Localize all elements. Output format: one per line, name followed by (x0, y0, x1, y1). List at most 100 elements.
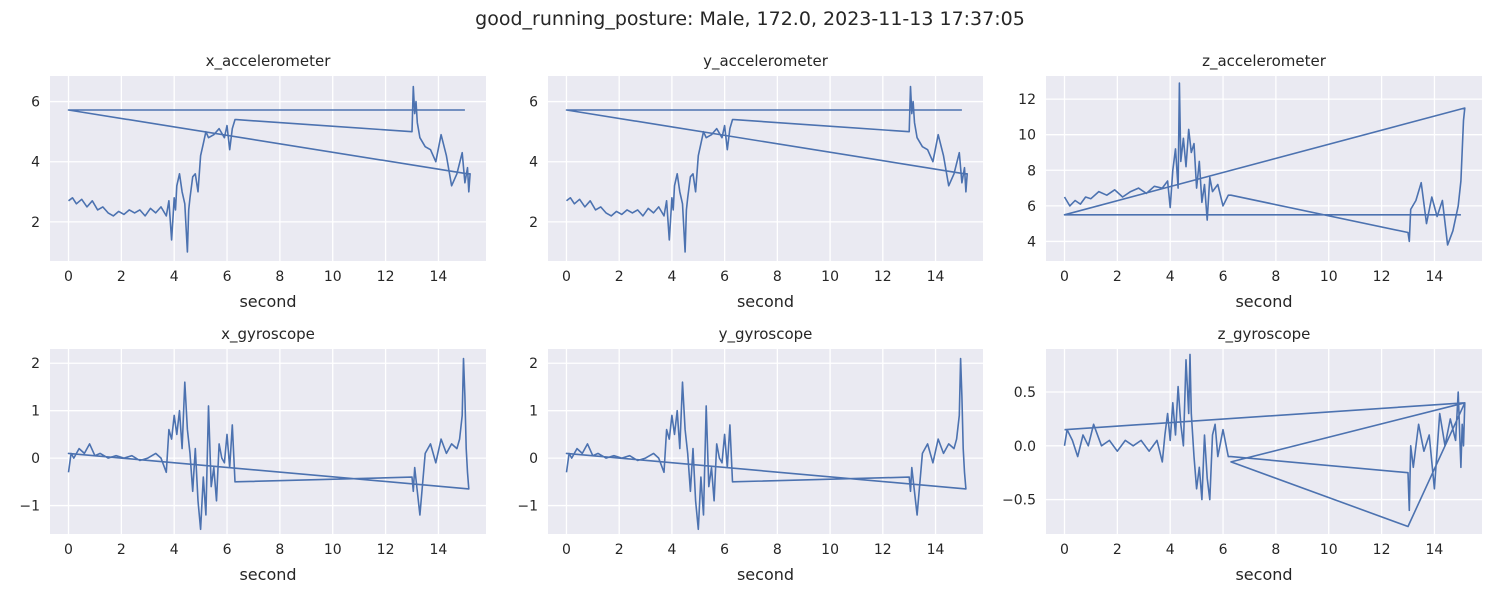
plot-area (548, 349, 983, 534)
x-tick-label: 0 (1060, 269, 1069, 285)
x-axis-label: second (737, 292, 794, 311)
x-tick-label: 12 (1373, 542, 1391, 558)
series-line (565, 357, 967, 531)
x-tick-label: 0 (1060, 542, 1069, 558)
x-tick-label: 0 (562, 269, 571, 285)
y-tick-label: 1 (529, 404, 538, 420)
y-tick-label: 2 (31, 356, 40, 372)
x-tick-label: 12 (1373, 269, 1391, 285)
x-tick-label: 4 (667, 269, 676, 285)
y-tick-label: 0 (31, 451, 40, 467)
series-line (565, 85, 969, 253)
plot-area (1046, 76, 1482, 261)
plot-area (50, 349, 486, 534)
x-axis-label: second (1235, 292, 1292, 311)
y-tick-label: 6 (529, 95, 538, 111)
subplot-title: z_gyroscope (1218, 325, 1311, 344)
x-tick-label: 2 (1113, 269, 1122, 285)
x-tick-label: 14 (430, 542, 448, 558)
y-tick-label: 0.5 (1014, 385, 1036, 401)
x-axis-label: second (239, 292, 296, 311)
y-tick-label: 12 (1018, 92, 1036, 108)
x-tick-label: 10 (324, 542, 342, 558)
x-axis-label: second (1235, 565, 1292, 584)
series-line (1063, 82, 1466, 246)
x-tick-label: 6 (720, 542, 729, 558)
y-tick-label: 2 (31, 215, 40, 231)
y-tick-label: 2 (529, 215, 538, 231)
x-tick-label: 4 (1166, 542, 1175, 558)
y-tick-label: 4 (31, 155, 40, 171)
y-tick-label: 2 (529, 356, 538, 372)
x-tick-label: 4 (1166, 269, 1175, 285)
x-axis-label: second (239, 565, 296, 584)
y-tick-label: 0 (529, 451, 538, 467)
x-tick-label: 14 (1426, 542, 1444, 558)
x-tick-label: 4 (667, 542, 676, 558)
x-tick-label: 0 (562, 542, 571, 558)
x-tick-label: 2 (117, 269, 126, 285)
x-tick-label: 8 (773, 269, 782, 285)
x-tick-label: 14 (927, 269, 945, 285)
x-tick-label: 6 (1219, 542, 1228, 558)
x-tick-label: 6 (223, 542, 232, 558)
subplot-title: z_accelerometer (1202, 52, 1327, 71)
x-tick-label: 2 (615, 542, 624, 558)
y-tick-label: 0.0 (1014, 439, 1036, 455)
y-tick-label: 6 (1027, 199, 1036, 215)
plot-area (50, 76, 486, 261)
y-tick-label: −1 (19, 499, 40, 515)
x-axis-label: second (737, 565, 794, 584)
subplot-title: y_accelerometer (703, 52, 829, 71)
x-tick-label: 8 (1271, 269, 1280, 285)
x-tick-label: 12 (377, 269, 395, 285)
x-tick-label: 12 (874, 269, 892, 285)
x-tick-label: 14 (1426, 269, 1444, 285)
figure-title: good_running_posture: Male, 172.0, 2023-… (475, 8, 1025, 30)
y-tick-label: 4 (529, 155, 538, 171)
x-tick-label: 2 (1113, 542, 1122, 558)
subplot-title: y_gyroscope (719, 325, 813, 344)
x-tick-label: 8 (275, 269, 284, 285)
x-tick-label: 12 (874, 542, 892, 558)
y-tick-label: 1 (31, 404, 40, 420)
x-tick-label: 8 (1271, 542, 1280, 558)
x-tick-label: 6 (1219, 269, 1228, 285)
y-tick-label: 8 (1027, 163, 1036, 179)
x-tick-label: 2 (615, 269, 624, 285)
y-tick-label: 6 (31, 95, 40, 111)
y-tick-label: 4 (1027, 234, 1036, 250)
x-tick-label: 8 (275, 542, 284, 558)
y-tick-label: 10 (1018, 128, 1036, 144)
x-tick-label: 12 (377, 542, 395, 558)
subplot-title: x_accelerometer (206, 52, 332, 71)
x-tick-label: 6 (720, 269, 729, 285)
x-tick-label: 8 (773, 542, 782, 558)
x-tick-label: 10 (324, 269, 342, 285)
x-tick-label: 10 (821, 542, 839, 558)
x-tick-label: 2 (117, 542, 126, 558)
x-tick-label: 4 (170, 269, 179, 285)
y-tick-label: −1 (517, 499, 538, 515)
x-tick-label: 10 (1320, 269, 1338, 285)
x-tick-label: 0 (64, 542, 73, 558)
subplot-title: x_gyroscope (221, 325, 315, 344)
series-line (67, 85, 471, 253)
series-line (1063, 353, 1466, 528)
y-tick-label: −0.5 (1002, 493, 1036, 509)
series-line (67, 357, 470, 531)
x-tick-label: 14 (927, 542, 945, 558)
x-tick-label: 10 (821, 269, 839, 285)
x-tick-label: 6 (223, 269, 232, 285)
x-tick-label: 14 (430, 269, 448, 285)
x-tick-label: 0 (64, 269, 73, 285)
plot-area (548, 76, 983, 261)
